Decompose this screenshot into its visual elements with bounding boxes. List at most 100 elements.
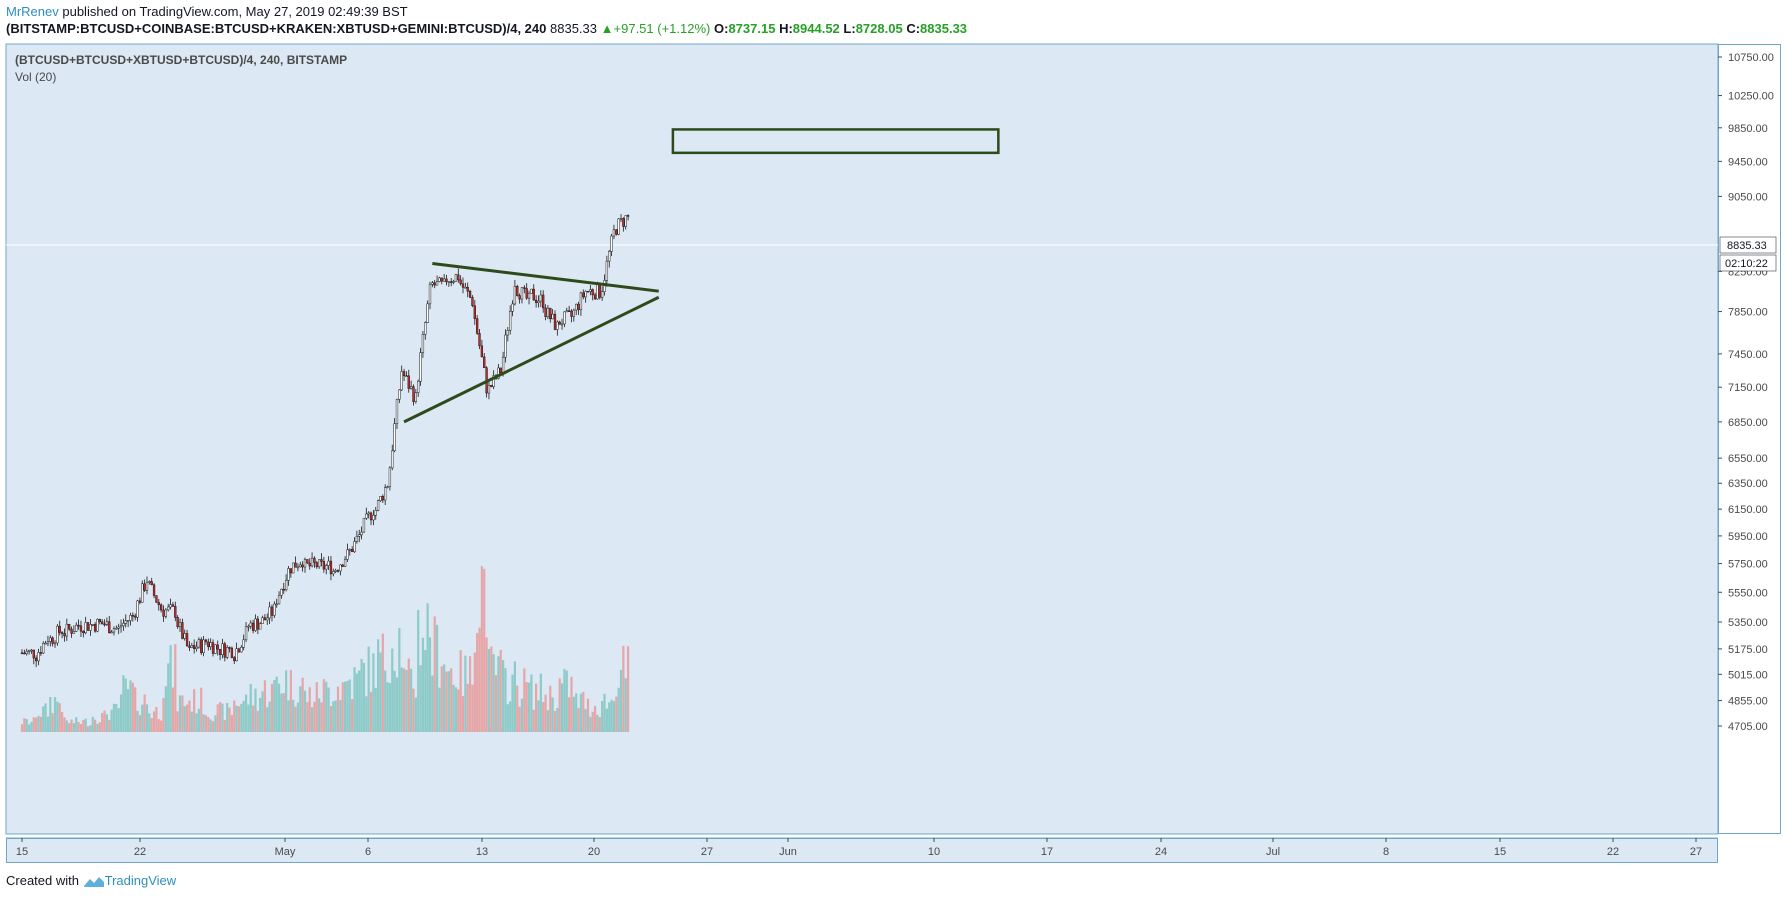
candle-body [39, 652, 43, 654]
price-tick-label: 9850.00 [1728, 123, 1768, 135]
volume-bar [589, 716, 592, 732]
candle-body [235, 648, 238, 662]
candle-body [608, 251, 611, 262]
time-tick-label: 22 [134, 846, 146, 858]
candle-body [497, 367, 500, 379]
volume-bar [556, 708, 559, 732]
volume-bars [20, 566, 630, 732]
candle-body [490, 385, 493, 387]
candle-body [487, 385, 491, 394]
tradingview-link[interactable]: TradingView [104, 873, 177, 888]
candle-body [72, 631, 76, 634]
volume-bar [282, 693, 285, 732]
volume-bar [445, 671, 448, 732]
volume-bar [608, 702, 611, 732]
tradingview-logo-icon[interactable] [83, 874, 105, 891]
candle-body [223, 643, 226, 658]
volume-bar [105, 714, 108, 732]
last-price-tag: 8835.33 02:10:22 [1719, 236, 1777, 272]
volume-bar [155, 706, 158, 732]
volume-bar [280, 693, 283, 732]
volume-bar [230, 714, 233, 732]
open-value: 8737.15 [728, 21, 776, 36]
volume-bar [315, 682, 318, 732]
time-axis-labels: 15 22 May 6 13 20 27 Jun 10 17 24 Jul 8 15 22 27 [16, 838, 1702, 858]
candle-body [75, 624, 78, 632]
candle-body [244, 626, 248, 641]
volume-bar [593, 705, 597, 732]
candle-body [77, 624, 80, 627]
candle-body [58, 625, 61, 633]
candle-body [247, 625, 250, 628]
volume-bar [497, 656, 500, 732]
volume-bar [268, 701, 271, 732]
volume-bar [579, 693, 583, 732]
volume-bar [86, 726, 90, 732]
volume-bar [473, 652, 476, 732]
candle-body [181, 622, 184, 639]
legend-title: (BTCUSD+BTCUSD+XBTUSD+BTCUSD)/4, 240, BI… [15, 53, 347, 67]
volume-bar [626, 646, 630, 732]
candle-body [143, 583, 146, 591]
high-label: H: [779, 21, 793, 36]
volume-bar [575, 693, 578, 732]
author-link[interactable]: MrRenev [6, 4, 59, 19]
time-tick-label: 10 [928, 846, 940, 858]
volume-bar [544, 694, 547, 732]
volume-bar [160, 720, 163, 732]
candle-body [112, 628, 116, 633]
candle-body [435, 281, 439, 286]
volume-bar [511, 674, 514, 732]
candle-body [138, 600, 142, 603]
volume-bar [386, 682, 389, 732]
candle-body [35, 657, 38, 662]
volume-bar [299, 686, 302, 732]
volume-bar [617, 687, 620, 732]
candle-body [37, 652, 40, 662]
candle-body [622, 218, 625, 227]
volume-bar [75, 717, 78, 732]
time-axis-panel[interactable] [6, 838, 1718, 863]
candle-body [49, 637, 52, 642]
candle-body [476, 318, 479, 334]
price-tick-label: 10250.00 [1728, 91, 1774, 103]
volume-bar [516, 685, 519, 732]
candle-body [589, 289, 592, 292]
volume-bar [254, 688, 257, 732]
volume-bar [261, 691, 264, 732]
candle-body [567, 310, 571, 312]
candle-body [268, 606, 271, 619]
volume-bar [395, 677, 399, 732]
candle-body [221, 643, 224, 655]
volume-bar [502, 660, 505, 732]
candle-body [376, 500, 380, 511]
candle-body [518, 295, 521, 300]
time-tick-label: Jun [779, 846, 797, 858]
volume-bar [27, 724, 31, 732]
volume-bar [197, 708, 200, 732]
candle-body [565, 310, 568, 313]
high-value: 8944.52 [792, 21, 840, 36]
volume-bar [492, 654, 495, 732]
candle-body [424, 322, 427, 335]
candle-body [96, 619, 99, 632]
candle-body [480, 345, 484, 358]
volume-bar [124, 678, 127, 732]
candle-body [570, 310, 573, 317]
volume-bar [181, 695, 184, 732]
candle-body [79, 625, 83, 632]
price-tick-label: 5550.00 [1728, 587, 1768, 599]
candle-body [306, 559, 309, 564]
candle-body [218, 648, 222, 655]
up-arrow-icon: ▲ [600, 21, 614, 36]
drawings[interactable] [403, 128, 1000, 424]
volume-bar [115, 703, 118, 732]
volume-bar [183, 706, 186, 732]
price-axis-panel[interactable] [1718, 44, 1781, 834]
candle-body [53, 642, 57, 645]
volume-bar [466, 683, 469, 732]
candle-body [353, 541, 356, 552]
candle-body [193, 645, 196, 649]
volume-bar [494, 675, 498, 732]
